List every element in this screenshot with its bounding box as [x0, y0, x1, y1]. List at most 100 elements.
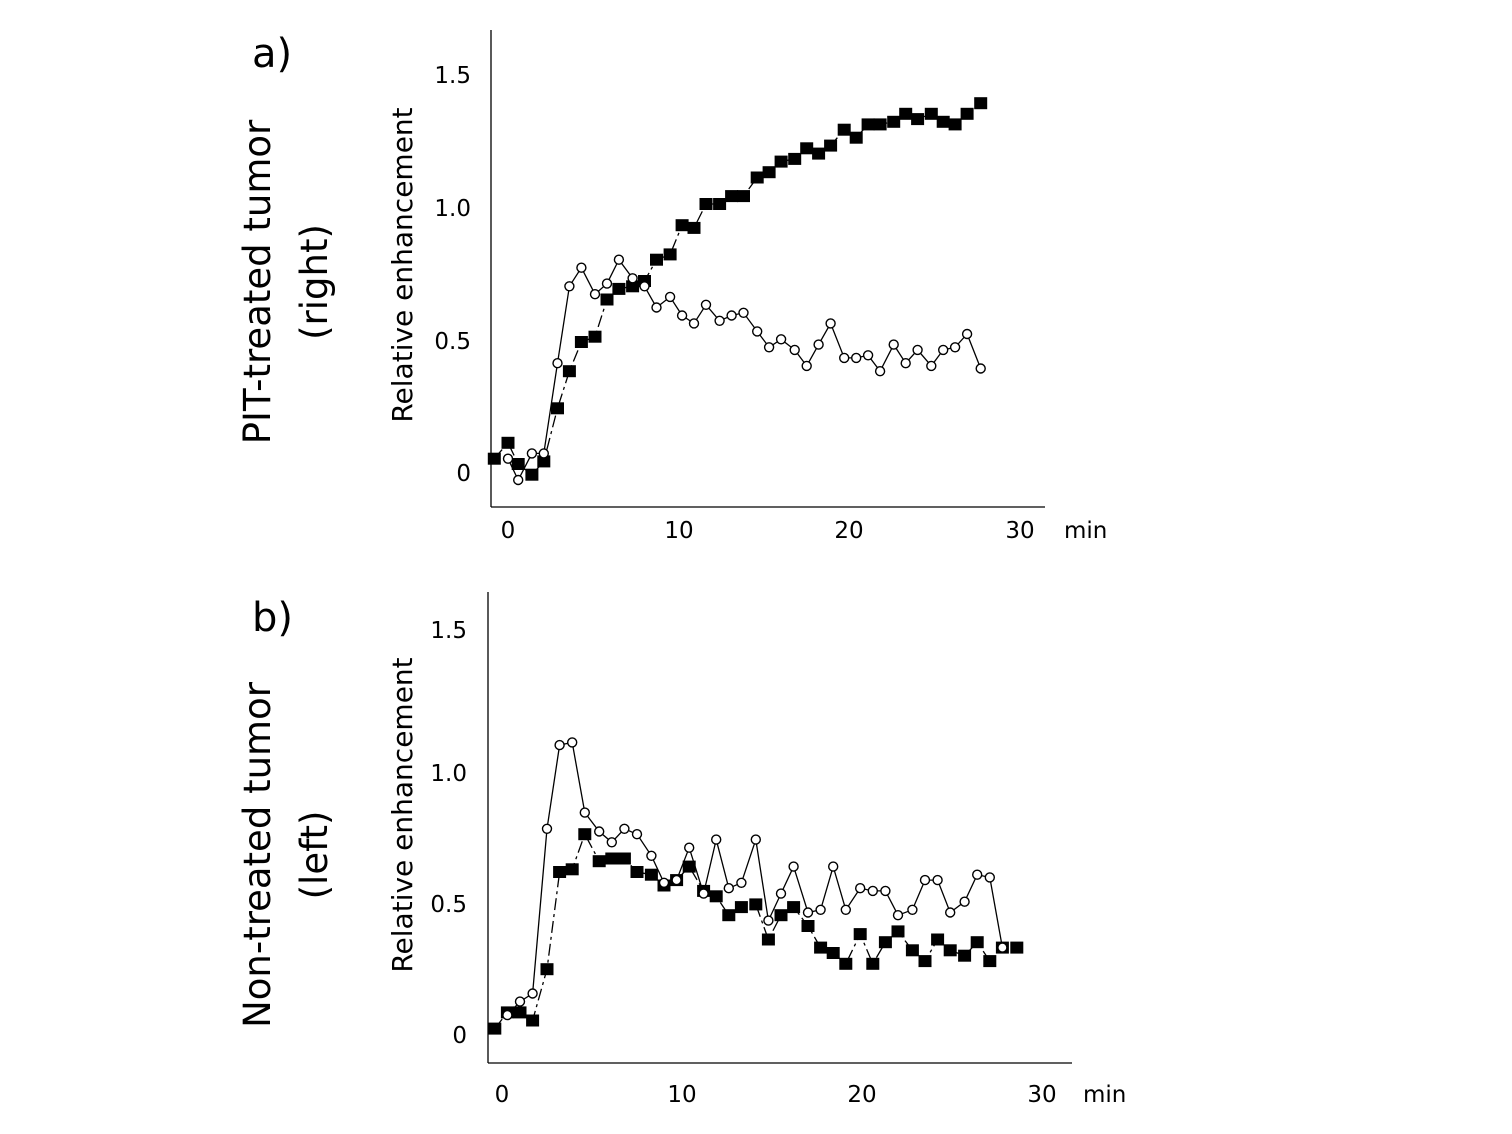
panel-a-open-circle-point-25	[813, 339, 824, 350]
panel-b-xtick-30: 30	[1027, 1082, 1056, 1108]
panel-a-filled-square-point-2	[511, 458, 525, 470]
panel-b-x-unit: min	[1083, 1082, 1126, 1108]
panel-a-open-circle-point-23	[789, 344, 800, 356]
panel-a-filled-square-point-7	[574, 336, 588, 348]
panel-b-series-filled-markers	[488, 828, 1024, 1035]
panel-a-filled-square-point-18	[713, 198, 727, 210]
panel-a-filled-square-point-29	[849, 131, 863, 144]
panel-a-label: a)	[252, 31, 292, 77]
panel-b-filled-square-point-20	[749, 898, 763, 911]
panel-a-xtick-30: 30	[1005, 518, 1034, 544]
panel-b-open-circle-point-6	[579, 807, 590, 818]
panel-b-open-circle-point-20	[763, 915, 774, 926]
panel-a-filled-square-point-16	[687, 221, 701, 234]
panel-b-filled-square-point-35	[943, 944, 957, 957]
panel-b-filled-square-point-18	[722, 909, 736, 922]
panel-a-xtick-10: 10	[664, 518, 693, 544]
panel-b-open-circle-point-24	[815, 904, 826, 915]
panel-a-series-open-markers	[502, 254, 986, 486]
panel-a-filled-square-point-34	[911, 113, 925, 126]
panel-b-side-label-line1: Non-treated tumor	[236, 681, 279, 1028]
panel-a-ytick-0: 0	[456, 461, 471, 487]
panel-a-open-circle-point-15	[688, 318, 700, 329]
panel-a-filled-square-point-24	[788, 152, 802, 165]
panel-a-filled-square-point-32	[887, 115, 901, 128]
panel-a-filled-square-point-20	[737, 190, 750, 203]
panel-a-filled-square-point-17	[699, 198, 713, 210]
panel-a-ylabel: Relative enhancement	[386, 107, 419, 422]
panel-b-ytick-1.0: 1.0	[430, 761, 467, 787]
panel-a-open-circle-point-24	[801, 360, 812, 372]
panel-b-filled-square-point-11	[630, 866, 644, 878]
panel-b-open-circle-point-8	[606, 837, 617, 848]
panel-b-filled-square-point-15	[682, 860, 696, 873]
panel-b-open-circle-point-9	[619, 823, 630, 834]
panel-a-filled-square-point-5	[551, 402, 564, 415]
panel-a-filled-square-point-3	[525, 468, 539, 481]
panel-b-open-circle-point-2	[527, 988, 538, 999]
panel-b-open-circle-point-7	[594, 826, 605, 837]
panel-b-open-circle-point-14	[684, 842, 695, 853]
panel-b-open-circle-point-26	[840, 904, 851, 915]
panel-a-filled-square-point-25	[800, 142, 814, 155]
panel-b-open-circle-point-16	[711, 834, 722, 845]
panel-b-filled-square-point-5	[553, 866, 567, 878]
panel-a-open-circle-point-20	[752, 326, 763, 337]
panel-a-filled-square-point-21	[750, 171, 764, 184]
panel-a-open-circle-point-6	[576, 262, 587, 273]
panel-a-open-circle-point-11	[639, 281, 650, 292]
panel-b-xtick-0: 0	[495, 1082, 510, 1108]
panel-b-open-circle-point-22	[788, 861, 799, 872]
panel-b-open-circle-point-33	[932, 874, 943, 886]
panel-a-side-label-line2: (right)	[293, 224, 336, 340]
panel-b-xtick-10: 10	[667, 1082, 696, 1108]
panel-b-open-circle-point-10	[631, 829, 643, 840]
panel-b-filled-square-point-29	[866, 957, 880, 970]
panel-b-xtick-20: 20	[847, 1082, 876, 1108]
panel-a-open-circle-point-21	[763, 342, 775, 353]
panel-b-open-circle-point-30	[892, 910, 904, 921]
panel-a-open-circle-point-3	[538, 448, 549, 459]
panel-b-filled-square-point-38	[983, 955, 997, 968]
panel-a-filled-square-point-1	[501, 436, 515, 449]
panel-a-filled-square-point-15	[675, 219, 689, 232]
panel-b-filled-square-point-19	[734, 901, 748, 914]
panel-b-ytick-0.5: 0.5	[430, 892, 467, 918]
panel-a-xtick-20: 20	[834, 518, 863, 544]
panel-a-open-circle-point-13	[664, 291, 676, 303]
panel-b-filled-square-point-33	[918, 955, 932, 968]
panel-b-open-circle-point-35	[959, 896, 970, 907]
panel-a-series-filled-markers	[487, 97, 988, 481]
panel-b-filled-square-point-40	[1010, 941, 1024, 954]
panel-a-xtick-0: 0	[501, 518, 516, 544]
panel-a-filled-square-point-0	[487, 452, 501, 465]
panel-b-filled-square-point-36	[958, 949, 972, 962]
panel-b-filled-square-point-6	[565, 863, 579, 876]
panel-a-open-circle-point-36	[949, 342, 961, 353]
panel-a-open-circle-point-35	[938, 344, 949, 356]
panel-b-open-circle-point-5	[567, 737, 578, 748]
panel-a-open-circle-point-31	[888, 339, 899, 350]
panel-a-filled-square-point-39	[974, 97, 988, 110]
panel-a-open-circle-point-19	[738, 307, 749, 318]
panel-a-open-circle-point-34	[926, 360, 937, 372]
panel-a-ytick-1.0: 1.0	[434, 196, 471, 222]
panel-a-open-circle-point-30	[874, 366, 886, 377]
panel-a-open-circle-point-29	[862, 350, 874, 361]
panel-a-open-circle-point-0	[502, 453, 514, 464]
panel-b-open-circle-point-37	[984, 872, 995, 883]
panel-a-filled-square-point-22	[762, 166, 776, 179]
panel-b-filled-square-point-21	[761, 933, 775, 946]
panel-b-filled-square-point-24	[801, 920, 815, 932]
panel-b-filled-square-point-8	[592, 855, 606, 868]
panel-a-filled-square-point-6	[562, 365, 576, 378]
panel-b-filled-square-point-34	[931, 933, 945, 946]
panel-a-open-circle-point-28	[851, 352, 862, 364]
panel-a-open-circle-point-12	[651, 302, 662, 313]
panel-b-series-filled-line	[494, 832, 1017, 1029]
panel-a-chart: a) PIT-treated tumor (right) Relative en…	[236, 30, 1107, 544]
panel-a-open-circle-point-10	[627, 273, 638, 284]
panel-a-filled-square-point-10	[612, 282, 626, 295]
panel-b-open-circle-point-12	[658, 877, 670, 888]
panel-a-open-circle-point-18	[726, 310, 737, 321]
